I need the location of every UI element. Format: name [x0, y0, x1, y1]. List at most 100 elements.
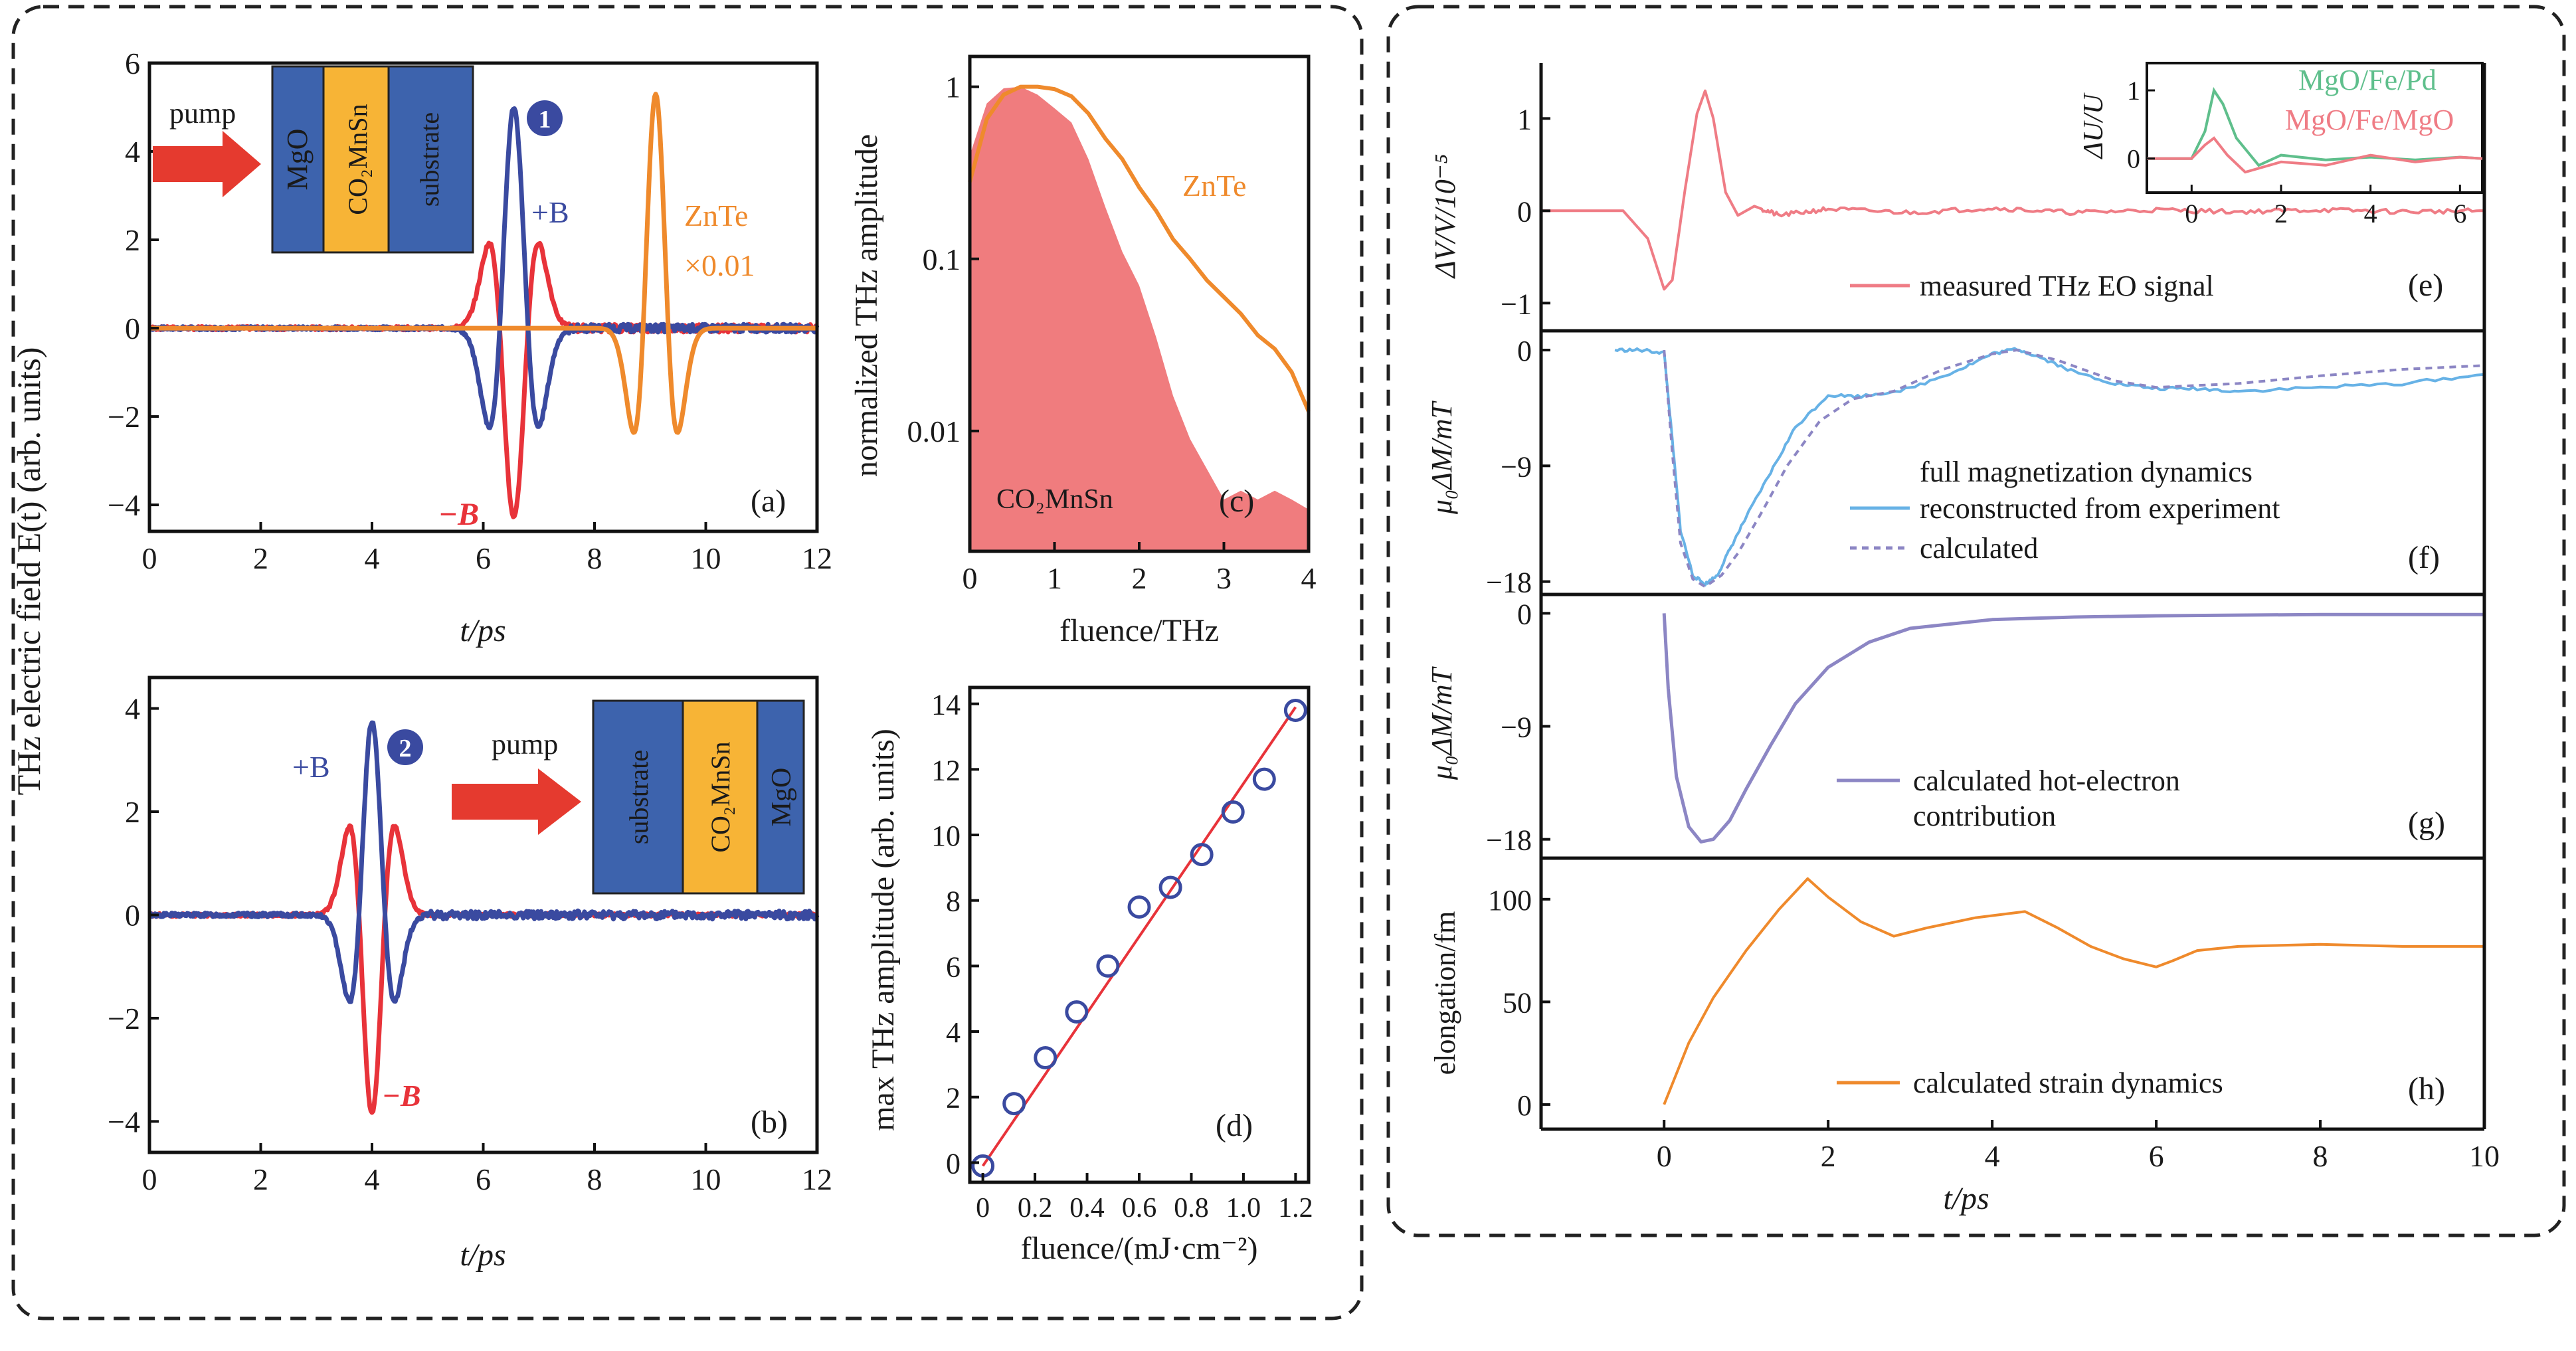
data-point: [1034, 1046, 1058, 1070]
axes-a: 0 2 4 6 8 10 12 −4 −2 0 2 4 6: [108, 46, 832, 575]
layer-label: CO₂MnSn: [343, 104, 373, 215]
panel-e: −1 0 1 measured THz EO signal (e) ΔV/V/10⁻…: [1429, 62, 2485, 320]
legend-label: calculated strain dynamics: [1913, 1067, 2223, 1099]
y-tick-label: 2: [125, 223, 140, 257]
series-line-hot-electron: [1662, 612, 2484, 844]
axes-e: −1 0 1: [1501, 103, 1550, 320]
panel-c: 0 1 2 3 4 0.01 0.1 1 ZnTe CO₂MnSn (c) normalize…: [849, 54, 1317, 648]
panel-d: 0 0.2 0.4 0.6 0.8 1.0 1.2 0 2 4 6 8 10 12 14 (d) max T…: [866, 685, 1313, 1266]
x-tick-label: 2: [1821, 1139, 1836, 1173]
inset-line-femgo: [2147, 136, 2483, 174]
x-tick-label: 10: [2469, 1139, 2500, 1173]
y-tick-label: −9: [1501, 711, 1532, 744]
y-tick-label: 4: [125, 135, 140, 169]
panel-label-c: (c): [1219, 484, 1254, 519]
axes-f: 0 −9 −18: [1486, 335, 1550, 599]
x-tick-label: 12: [802, 541, 832, 575]
panel-label-a: (a): [751, 484, 786, 519]
x-tick-label: 0.6: [1122, 1193, 1157, 1223]
x-tick-label: 10: [691, 541, 721, 575]
layer-mgo: [756, 699, 805, 895]
y-axis-label-ab: THz electric field E(t) (arb. units): [10, 347, 47, 796]
x-tick-label: 6: [476, 1162, 491, 1196]
data-point: [1221, 800, 1245, 824]
minus-b-label: −B: [438, 497, 479, 532]
x-tick-label: 0: [976, 1193, 990, 1223]
data-points: [971, 699, 1307, 1178]
y-tick-label: 0: [1517, 195, 1532, 228]
layer-label: substrate: [624, 750, 654, 844]
y-tick-label: 0: [2127, 144, 2140, 174]
data-point: [1283, 699, 1307, 723]
sample-label: CO₂MnSn: [996, 484, 1113, 515]
x-tick-label: 8: [2313, 1139, 2328, 1173]
y-tick-label: 2: [125, 795, 140, 829]
legend-label: contribution: [1913, 800, 2056, 832]
panel-label-h: (h): [2408, 1071, 2445, 1107]
series-line-minus-b: [147, 240, 818, 519]
marker-2-icon: [387, 729, 423, 765]
data-point: [1065, 1000, 1089, 1024]
y-axis-label-c: normalized THz amplitude: [849, 134, 884, 477]
panel-h: 0 50 100 0 2 4 6 8 10 calculated strain dynamics…: [1429, 877, 2500, 1216]
x-axis-label-d: fluence/(mJ·cm⁻²): [1021, 1231, 1258, 1266]
x-tick-label: 0: [2185, 199, 2198, 228]
x-tick-label: 0: [963, 561, 978, 595]
y-tick-label: 100: [1488, 884, 1532, 917]
y-tick-label: 0: [1517, 598, 1532, 630]
pump-label: pump: [492, 728, 558, 761]
x-tick-label: 6: [476, 541, 491, 575]
layer-substrate: [387, 65, 474, 254]
legend-title: full magnetization dynamics: [1920, 456, 2253, 488]
area-co2mnsn: [970, 86, 1309, 552]
y-tick-label: 1: [945, 70, 961, 104]
plus-b-label: +B: [531, 195, 569, 229]
y-tick-label: −2: [108, 400, 140, 434]
y-axis-label-f: μ₀ΔM/mT: [1426, 400, 1458, 515]
znte-label: ZnTe: [1182, 169, 1246, 203]
y-axis-label-d: max THz amplitude (arb. units): [866, 729, 901, 1131]
fit-line: [981, 706, 1297, 1167]
y-tick-label: 0: [946, 1147, 961, 1180]
inset-legend-femgo: MgO/Fe/MgO: [2285, 104, 2454, 136]
legend-label: measured THz EO signal: [1920, 270, 2214, 302]
y-tick-label: −4: [108, 488, 140, 522]
axes-d: 0 0.2 0.4 0.6 0.8 1.0 1.2 0 2 4 6 8 10 12 14: [931, 689, 1313, 1223]
x-tick-label: 4: [2364, 199, 2377, 228]
layer-label: substrate: [414, 112, 444, 207]
axes-c: 0 1 2 3 4 0.01 0.1 1: [907, 70, 1317, 595]
x-tick-label: 6: [2453, 199, 2466, 228]
data-point: [1096, 954, 1120, 978]
inset-legend-fepd: MgO/Fe/Pd: [2298, 64, 2437, 96]
panel-g: 0 −9 −18 calculated hot-electron contribut…: [1426, 598, 2484, 857]
x-tick-label: 8: [587, 1162, 602, 1196]
marker-1-icon: [527, 100, 563, 136]
y-tick-label: −18: [1486, 824, 1532, 857]
data-point: [1002, 1092, 1026, 1116]
x-tick-label: 0: [142, 1162, 157, 1196]
x-tick-label: 2: [253, 1162, 268, 1196]
y-tick-label: 0: [125, 899, 140, 933]
legend-label: reconstructed from experiment: [1920, 492, 2280, 525]
marker-2-text: 2: [399, 735, 412, 763]
x-tick-label: 0: [142, 541, 157, 575]
x-tick-label: 12: [802, 1162, 832, 1196]
x-tick-label: 4: [1301, 561, 1317, 595]
stack-frame: [1539, 63, 2486, 1131]
y-tick-label: 1: [2127, 76, 2140, 106]
plus-b-label: +B: [292, 750, 330, 784]
y-tick-label: 10: [931, 820, 961, 852]
x-tick-label: 4: [1985, 1139, 2000, 1173]
y-tick-label: 1: [1517, 103, 1532, 135]
x-tick-label: 1.2: [1278, 1193, 1313, 1223]
x-tick-label: 2: [253, 541, 268, 575]
x-tick-label: 4: [365, 541, 380, 575]
x-tick-label: 0.4: [1069, 1193, 1105, 1223]
y-tick-label: 4: [125, 692, 140, 726]
series-line-reconstructed: [1614, 347, 2485, 586]
data-point: [1252, 767, 1276, 791]
legend-label: calculated hot-electron: [1913, 765, 2180, 797]
data-point: [1190, 843, 1214, 867]
y-tick-label: −1: [1501, 288, 1532, 320]
